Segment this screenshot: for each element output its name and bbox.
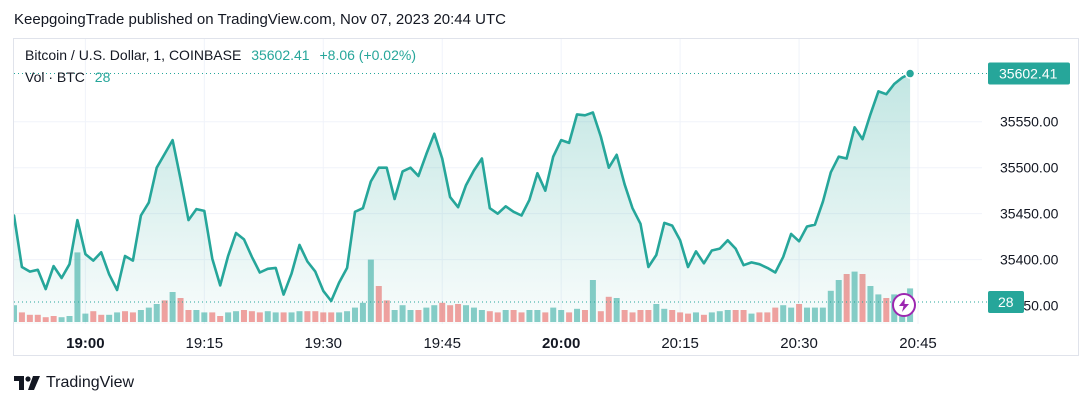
time-tick-label: 19:00 — [66, 335, 104, 352]
last-price: 35602.41 — [251, 47, 310, 63]
legend-volume-row: Vol · BTC 28 — [25, 69, 110, 85]
time-tick-label: 20:00 — [542, 335, 580, 352]
price-tick-label: 35550.00 — [1000, 114, 1059, 130]
time-tick-label: 19:15 — [186, 335, 224, 352]
last-price-badge — [988, 62, 1070, 85]
publish-info: KeepgoingTrade published on TradingView.… — [14, 11, 506, 28]
time-tick-label: 19:45 — [423, 335, 461, 352]
symbol-name[interactable]: Bitcoin / U.S. Dollar, 1, COINBASE — [25, 47, 242, 63]
time-axis: 19:00 19:15 19:30 19:45 20:00 20:15 20:30 20:45 — [66, 335, 937, 352]
price-tick-label: 35500.00 — [1000, 160, 1059, 176]
tradingview-brand[interactable]: TradingView — [14, 374, 134, 392]
price-area — [14, 72, 912, 324]
last-price-dot — [904, 68, 916, 79]
price-axis: 35400.00 35450.00 35500.00 35550.00 35602.41… — [988, 62, 1070, 314]
price-change: +8.06 (+0.02%) — [319, 47, 416, 63]
volume-label[interactable]: Vol · BTC — [25, 69, 85, 85]
legend-symbol-row: Bitcoin / U.S. Dollar, 1, COINBASE 35602… — [25, 47, 416, 63]
price-tick-label: 35450.00 — [1000, 206, 1059, 222]
last-volume-badge-label: 28 — [998, 294, 1014, 310]
tradingview-logo-icon — [14, 376, 40, 390]
volume-value: 28 — [94, 69, 111, 85]
time-tick-label: 19:30 — [304, 335, 342, 352]
last-volume-badge — [988, 291, 1024, 313]
price-tick-label: 35400.00 — [1000, 252, 1059, 268]
lightning-icon[interactable] — [892, 293, 916, 317]
last-price-badge-label: 35602.41 — [999, 66, 1058, 82]
price-line — [14, 72, 912, 303]
chart-frame — [13, 38, 1079, 356]
lightning-icon-bolt — [899, 298, 909, 312]
brand-name: TradingView — [46, 374, 135, 391]
price-chart[interactable]: 19:00 19:15 19:30 19:45 20:00 20:15 20:30 20:45… — [0, 0, 1090, 360]
time-tick-label: 20:15 — [661, 335, 699, 352]
time-tick-label: 20:30 — [780, 335, 818, 352]
chart-overlay — [14, 68, 990, 317]
time-tick-label: 20:45 — [899, 335, 937, 352]
